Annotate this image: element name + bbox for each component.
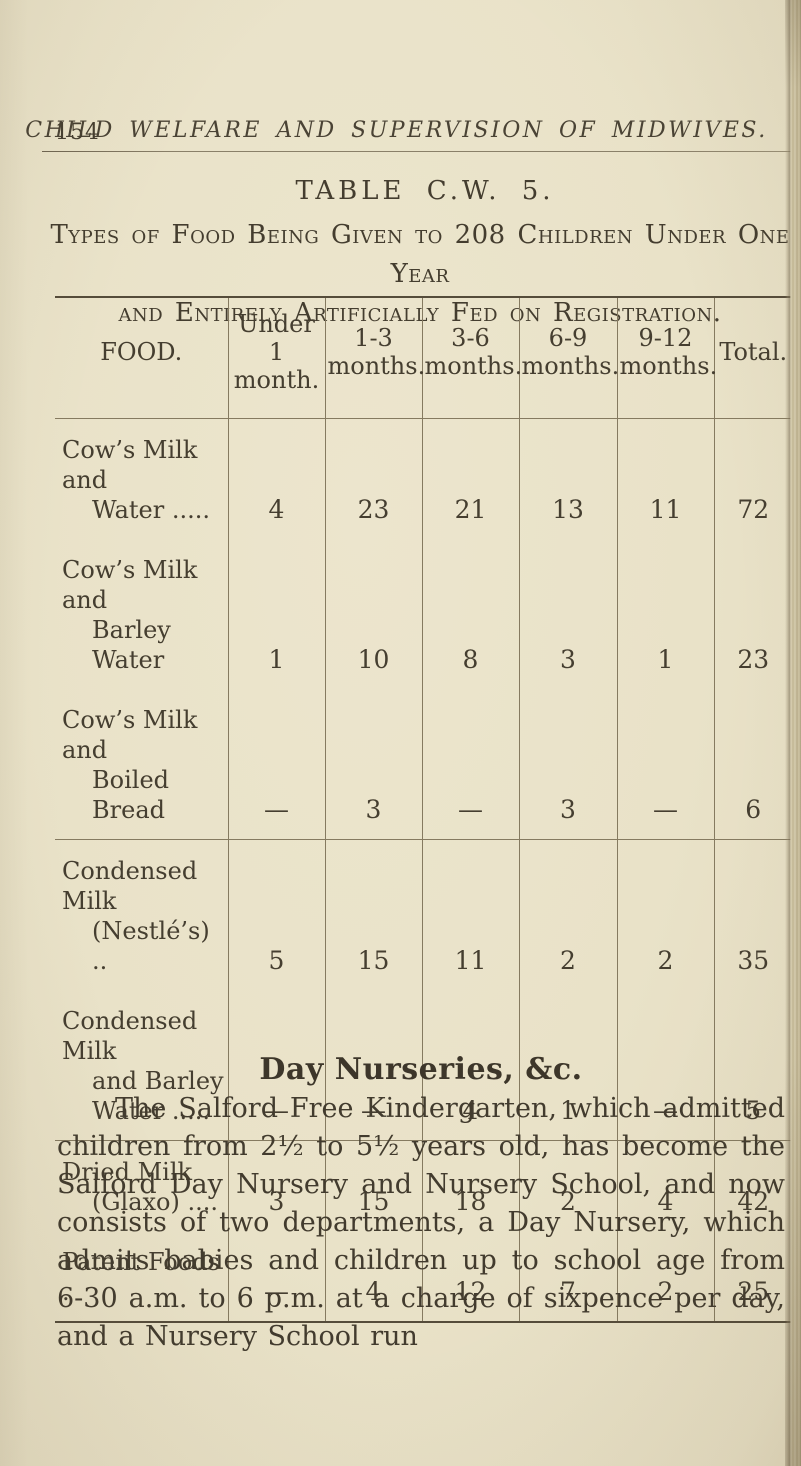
value-cell: 12	[421, 1231, 519, 1322]
value-cell: —	[616, 990, 714, 1141]
table-group-dried-milk: Dried Milk (Glaxo) .... 3 15 18 2 4 42 Pa…	[55, 1140, 792, 1322]
body-paragraph: The Salford Free Kindergarten, which adm…	[57, 1093, 785, 1352]
value-cell: —	[324, 990, 422, 1141]
column-header-3-6-months: 3-6 months.	[421, 297, 522, 419]
value-cell: 4	[324, 1231, 422, 1322]
value-cell: 4	[227, 418, 325, 539]
running-head-title: CHILD WELFARE AND SUPERVISION OF MIDWIVE…	[25, 118, 768, 143]
column-header-food: FOOD.	[55, 297, 228, 419]
value-cell: 18	[421, 1140, 519, 1231]
value-cell: 21	[421, 418, 519, 539]
value-cell: 7	[518, 1231, 617, 1322]
value-cell-total: 5	[713, 990, 792, 1141]
value-cell: 1	[227, 539, 325, 689]
value-cell: 3	[518, 539, 617, 689]
food-label-cell: Cow’s Milk and Barley Water	[62, 556, 198, 674]
table-row: Patent Foods . — 4 12 7 2 25	[55, 1231, 792, 1322]
column-header-6-9-months: 6-9 months.	[518, 297, 619, 419]
food-label-cell: Condensed Milk (Nestlé’s) ..	[55, 839, 228, 990]
food-label-cell: Patent Foods .	[62, 1248, 220, 1306]
table-row: Condensed Milk and Barley Water ..... — — …	[55, 990, 792, 1141]
value-cell: 8	[421, 539, 519, 689]
table-group-cows-milk: Cow’s Milk and Water ..... 4 23 21 13 11 …	[55, 418, 792, 840]
column-header-9-12-months: 9-12 months.	[616, 297, 717, 419]
food-label-cell: Cow’s Milk and Water .....	[62, 436, 210, 524]
value-cell: —	[616, 689, 714, 840]
table-row: Dried Milk (Glaxo) .... 3 15 18 2 4 42	[55, 1140, 792, 1231]
value-cell: 15	[324, 1140, 422, 1231]
table-row: Cow’s Milk and Water ..... 4 23 21 13 11 …	[55, 418, 792, 539]
value-cell-total: 72	[713, 418, 792, 539]
food-label-cell: Condensed Milk and Barley Water .....	[62, 1007, 224, 1125]
value-cell: 2	[616, 1231, 714, 1322]
value-cell-total: 35	[713, 839, 792, 990]
value-cell: 15	[324, 839, 422, 990]
table-caption-line1: Types of Food Being Given to 208 Childre…	[50, 220, 790, 289]
table-header-row: FOOD. Under 1 month. 1-3 months. 3-6 months…	[55, 297, 792, 419]
value-cell: 3	[227, 1140, 325, 1231]
value-cell: 2	[616, 839, 714, 990]
value-cell: —	[227, 1231, 325, 1322]
table-row: Cow’s Milk and Barley Water 1 10 8 3 1 23	[55, 539, 792, 689]
value-cell-total: 6	[713, 689, 792, 840]
value-cell: 13	[518, 418, 617, 539]
value-cell: —	[227, 990, 325, 1141]
column-header-under-1-month: Under 1 month.	[227, 297, 325, 419]
table-group-condensed-milk: Condensed Milk (Nestlé’s) .. 5 15 11 2 2 …	[55, 839, 792, 1141]
value-cell: 10	[324, 539, 422, 689]
value-cell: 1	[518, 990, 617, 1141]
column-header-total: Total.	[713, 297, 792, 419]
value-cell-total: 25	[713, 1231, 792, 1322]
section-heading: Day Nurseries, &c.	[259, 1052, 583, 1087]
value-cell: 11	[616, 418, 714, 539]
value-cell: 4	[421, 990, 519, 1141]
book-fore-edge	[785, 0, 801, 1466]
food-label-cell: Cow’s Milk and Boiled Bread	[62, 706, 198, 824]
value-cell: —	[227, 689, 325, 840]
value-cell: 2	[518, 1140, 617, 1231]
table-row: Condensed Milk (Nestlé’s) .. 5 15 11 2 2 …	[55, 839, 792, 990]
page-number: 154	[55, 120, 100, 145]
table-row: Cow’s Milk and Boiled Bread — 3 — 3 — 6	[55, 689, 792, 840]
value-cell: 1	[616, 539, 714, 689]
table-header: FOOD. Under 1 month. 1-3 months. 3-6 months…	[55, 297, 792, 419]
table-title: TABLE C.W. 5.	[295, 176, 555, 206]
value-cell: 3	[324, 689, 422, 840]
running-head: 154 CHILD WELFARE AND SUPERVISION OF MID…	[0, 118, 793, 148]
column-header-1-3-months: 1-3 months.	[324, 297, 425, 419]
food-label-cell: Dried Milk (Glaxo) ....	[55, 1140, 228, 1231]
header-rule	[42, 151, 793, 152]
value-cell: 3	[518, 689, 617, 840]
value-cell: 23	[324, 418, 422, 539]
value-cell: 2	[518, 839, 617, 990]
value-cell: 11	[421, 839, 519, 990]
value-cell-total: 42	[713, 1140, 792, 1231]
value-cell: 4	[616, 1140, 714, 1231]
food-table: FOOD. Under 1 month. 1-3 months. 3-6 months…	[55, 296, 792, 1323]
value-cell: 5	[227, 839, 325, 990]
value-cell-total: 23	[713, 539, 792, 689]
value-cell: —	[421, 689, 519, 840]
